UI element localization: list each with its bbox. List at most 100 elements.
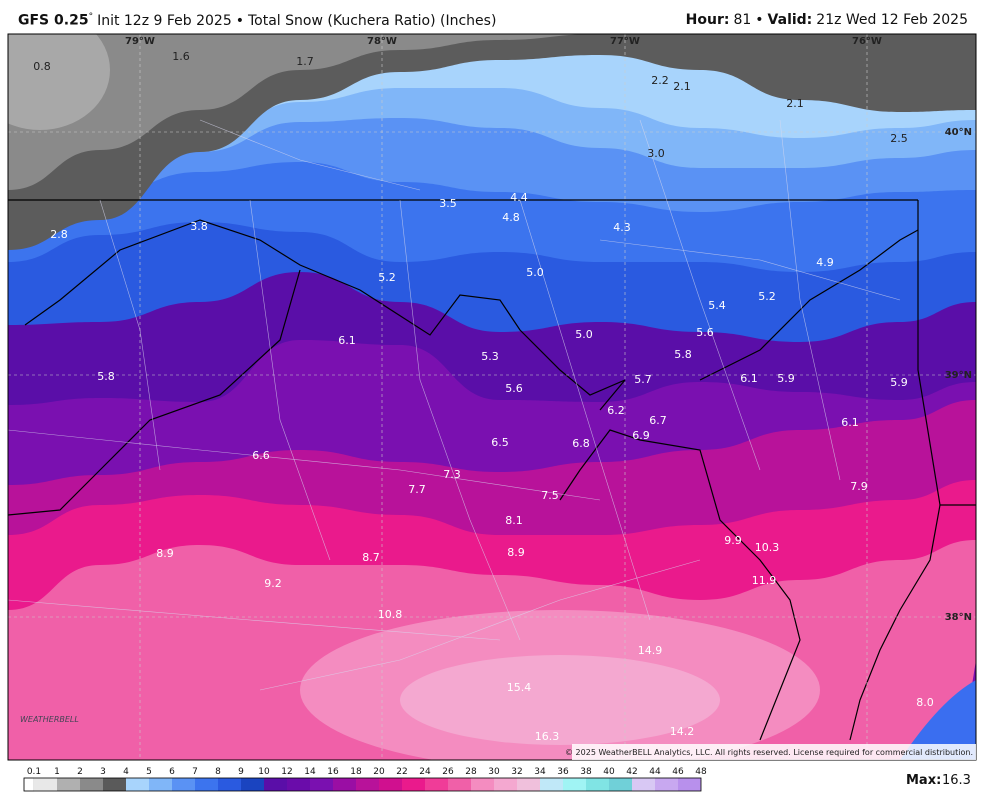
colorbar-label: 1 <box>54 767 60 777</box>
colorbar-label: 4 <box>123 767 129 777</box>
map <box>8 34 976 760</box>
snow-amount: 6.2 <box>607 404 625 417</box>
colorbar-cell <box>195 778 218 791</box>
valid-label: Valid: <box>767 12 813 28</box>
snow-amount: 5.7 <box>634 373 652 386</box>
colorbar-cell <box>494 778 517 791</box>
colorbar-label: 0.1 <box>27 767 41 777</box>
snow-amount: 9.9 <box>724 534 742 547</box>
colorbar-label: 7 <box>192 767 198 777</box>
colorbar-label: 46 <box>672 767 684 777</box>
snow-amount: 2.5 <box>890 132 908 145</box>
snow-amount: 1.7 <box>296 55 314 68</box>
colorbar-label: 3 <box>100 767 106 777</box>
snow-amount: 5.8 <box>674 348 692 361</box>
snow-amount: 10.3 <box>755 541 780 554</box>
longitude-label: 77°W <box>610 36 640 47</box>
colorbar-cell <box>34 778 57 791</box>
state-border <box>24 219 626 411</box>
colorbar-label: 9 <box>238 767 244 777</box>
colorbar-frame <box>23 777 702 792</box>
county-line <box>779 119 841 481</box>
colorbar-cell <box>103 778 126 791</box>
latitude-label: 39°N <box>945 370 972 381</box>
snow-amount: 6.1 <box>841 416 859 429</box>
colorbar-label: 20 <box>373 767 385 777</box>
colorbar-cell <box>172 778 195 791</box>
state-border <box>699 229 919 381</box>
colorbar-label: 14 <box>304 767 316 777</box>
colorbar-label: 42 <box>626 767 637 777</box>
snow-amount: 5.2 <box>758 290 776 303</box>
longitude-label: 79°W <box>125 36 155 47</box>
colorbar-label: 22 <box>396 767 407 777</box>
snow-amount: 10.8 <box>378 608 403 621</box>
snow-amount: 5.3 <box>481 350 499 363</box>
state-border <box>8 269 301 516</box>
snow-amount: 4.9 <box>816 256 834 269</box>
colorbar-cell <box>655 778 678 791</box>
snow-amount: 9.2 <box>264 577 282 590</box>
copyright: © 2025 WeatherBELL Analytics, LLC. All r… <box>565 748 973 757</box>
longitude-label: 78°W <box>367 36 397 47</box>
snow-amount: 14.9 <box>638 644 663 657</box>
colorbar-label: 16 <box>327 767 339 777</box>
snow-band <box>8 34 976 190</box>
colorbar-label: 44 <box>649 767 661 777</box>
snow-amount: 7.3 <box>443 468 461 481</box>
snow-amount: 4.8 <box>502 211 520 224</box>
snow-amount: 5.8 <box>97 370 115 383</box>
colorbar-cell <box>678 778 701 791</box>
county-line <box>249 199 331 561</box>
colorbar-label: 48 <box>695 767 707 777</box>
latitude-label: 40°N <box>945 127 972 138</box>
snow-amount: 3.0 <box>647 147 665 160</box>
snow-amount: 6.9 <box>632 429 650 442</box>
snow-amount: 5.9 <box>890 376 908 389</box>
hour-value: 81 <box>733 12 752 28</box>
colorbar-cell <box>356 778 379 791</box>
max-label: Max: <box>906 773 941 788</box>
county-line <box>399 199 521 641</box>
colorbar-cell <box>425 778 448 791</box>
header: GFS 0.25° Init 12z 9 Feb 2025 • Total Snow … <box>18 12 968 29</box>
colorbar-label: 34 <box>534 767 546 777</box>
snow-amount: 2.2 <box>651 74 669 87</box>
colorbar-label: 10 <box>258 767 270 777</box>
longitude-label: 76°W <box>852 36 882 47</box>
snow-amount: 4.3 <box>613 221 631 234</box>
snow-amount: 8.1 <box>505 514 523 527</box>
snow-amount: 1.6 <box>172 50 190 63</box>
snow-amount: 2.1 <box>673 80 691 93</box>
model: GFS 0.25 <box>18 12 89 29</box>
county-line <box>8 429 601 501</box>
colorbar-cell <box>517 778 540 791</box>
snow-amount: 4.4 <box>510 191 528 204</box>
snow-amount: 8.0 <box>916 696 934 709</box>
snow-band <box>400 655 720 745</box>
snow-amount: 7.7 <box>408 483 426 496</box>
colorbar-label: 26 <box>442 767 454 777</box>
snow-amount: 7.9 <box>850 480 868 493</box>
colorbar-label: 36 <box>557 767 569 777</box>
colorbar-cell <box>402 778 425 791</box>
colorbar-cell <box>149 778 172 791</box>
state-border <box>917 200 976 506</box>
county-line <box>259 559 701 691</box>
snow-amount: 8.9 <box>507 546 525 559</box>
snow-amount: 6.8 <box>572 437 590 450</box>
colorbar-label: 24 <box>419 767 431 777</box>
snow-amount: 6.1 <box>338 334 356 347</box>
sep: • <box>235 12 244 29</box>
colorbar-label: 6 <box>169 767 175 777</box>
colorbar-cell <box>563 778 586 791</box>
colorbar-cell <box>218 778 241 791</box>
colorbar-label: 40 <box>603 767 615 777</box>
max-value: 16.3 <box>942 773 971 788</box>
county-line <box>639 119 761 471</box>
snow-amount: 0.8 <box>33 60 51 73</box>
colorbar-cell <box>609 778 632 791</box>
snow-amount: 5.6 <box>505 382 523 395</box>
